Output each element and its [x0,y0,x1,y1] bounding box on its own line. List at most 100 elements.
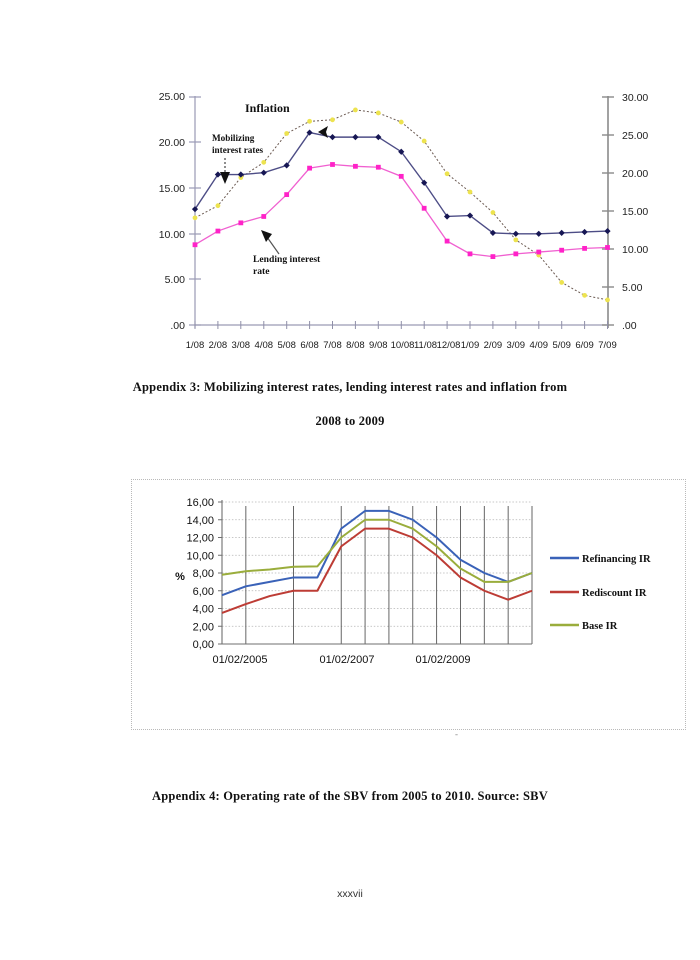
f1-x-tick-label: 12/08 [437,340,461,351]
f1-data-point [329,134,336,141]
f1-data-point [398,119,404,125]
f2-y-tick-label: 16,00 [186,497,214,509]
f1-data-point [353,107,358,113]
f1-right-tick-label: 20.00 [622,168,648,180]
f1-data-point [489,229,497,236]
f1-left-axis-labels: 25.00 20.00 15.00 10.00 5.00 .00 [159,91,185,332]
f1-x-tick-label: 1/09 [461,340,480,351]
f1-data-point [375,110,381,116]
f1-data-point [330,162,335,167]
f1-right-tick-label: 5.00 [622,282,643,294]
f2-legend-label-rediscount[interactable]: Rediscount IR [582,588,647,599]
f1-data-point [467,189,473,195]
f1-data-point [261,214,267,219]
f1-data-point [490,210,496,215]
f1-data-point [398,173,404,179]
f2-legend-label-base[interactable]: Base IR [582,621,618,632]
f2-x-tick-label: 01/02/2005 [212,654,267,666]
f1-right-tick-label: 10.00 [622,244,648,256]
f1-x-tick-label: 9/08 [369,340,388,351]
figure-1-svg: 25.00 20.00 15.00 10.00 5.00 .00 30.00 2… [159,91,649,351]
f1-left-tick-label: .00 [170,320,185,332]
f1-series-mobilizing-interest-rates [191,129,611,237]
figure-1-caption-line-2: 2008 to 2009 [315,414,385,428]
f1-x-tick-label: 6/09 [575,340,594,351]
figure-2-stray-mark: - [455,729,458,739]
f1-annotation-lending-line2: rate [253,266,270,277]
f1-data-point [604,227,611,235]
f1-data-point [582,245,587,251]
figure-1-caption-line-1: Appendix 3: Mobilizing interest rates, l… [132,380,568,394]
f1-x-tick-label: 2/09 [484,340,503,351]
f1-data-point [535,230,542,237]
f1-data-point [513,237,519,243]
f1-x-tick-label: 7/08 [323,340,342,351]
f1-data-point [466,212,474,219]
f1-data-point [261,159,267,165]
f1-x-tick-label: 3/08 [232,340,251,351]
f1-data-point [513,251,519,257]
f1-data-point [307,165,312,171]
f1-data-point [559,247,565,253]
f1-left-tick-label: 20.00 [159,137,185,149]
f2-series-base-ir [221,518,533,583]
f1-data-point [444,238,450,244]
f2-y-tick-label: 6,00 [193,586,214,598]
f2-y-axis-labels: 16,00 14,00 12,00 10,00 8,00 6,00 4,00 2… [186,497,214,651]
f1-x-tick-label: 1/08 [186,340,205,351]
f1-data-point [191,206,199,213]
f1-annotation-inflation: Inflation [245,101,290,115]
f1-data-point [490,254,496,259]
f1-lending-arrow-icon [261,230,280,255]
f1-data-point [353,163,358,169]
f1-data-point [192,215,198,221]
f1-x-ticks [194,321,608,329]
f1-x-tick-label: 5/09 [552,340,571,351]
f1-data-point [215,228,221,234]
figure-1-interest-rates-inflation-chart: 25.00 20.00 15.00 10.00 5.00 .00 30.00 2… [140,80,670,355]
f1-x-tick-label: 11/08 [414,340,437,351]
f2-y-tick-label: 0,00 [193,639,214,651]
f2-y-tick-label: 14,00 [186,515,214,527]
f2-y-tick-label: 8,00 [193,568,214,580]
f1-data-point [605,297,610,303]
f1-data-point [215,203,221,209]
f2-y-tick-label: 2,00 [193,621,214,633]
f1-x-tick-label: 4/08 [255,340,273,351]
f2-x-tick-label: 01/02/2009 [415,654,470,666]
f1-inflation-arrow-icon [318,126,328,138]
f1-data-point [421,138,427,144]
f1-right-tick-label: 25.00 [622,130,648,142]
f2-y-axis-title: % [175,571,185,583]
figure-2-sbv-operating-rate-chart: 16,00 14,00 12,00 10,00 8,00 6,00 4,00 2… [131,479,686,730]
f2-legend-label-refinancing[interactable]: Refinancing IR [582,554,651,565]
f1-data-point [375,164,381,170]
f1-series-lending-interest-rate [192,162,610,259]
f1-data-point [352,134,359,141]
f2-x-tick-label: 01/02/2007 [319,654,374,666]
f2-series-rediscount-ir [221,527,533,614]
f1-data-point [421,205,427,211]
f1-right-axis-labels: 30.00 25.00 20.00 15.00 10.00 5.00 .00 [622,92,648,332]
f1-data-point [581,228,588,236]
f1-mobilizing-arrow-icon [220,158,230,184]
figure-2-svg: 16,00 14,00 12,00 10,00 8,00 6,00 4,00 2… [175,497,651,666]
figure-2-caption: Appendix 4: Operating rate of the SBV fr… [152,789,548,803]
f1-right-tick-label: .00 [622,320,637,332]
f1-x-tick-label: 5/08 [277,340,296,351]
f2-series-refinancing-ir [221,509,533,597]
f1-right-tick-label: 15.00 [622,206,648,218]
f1-data-point [284,131,290,136]
f1-annotation-mobilizing-line1: Mobilizing [212,133,255,143]
f1-x-tick-label: 10/08 [391,340,415,351]
f2-y-ticks [218,501,222,645]
f1-data-point [214,171,222,178]
f2-y-tick-label: 12,00 [186,533,214,545]
f1-data-point [192,242,198,248]
f1-data-point [398,148,405,155]
f2-y-tick-label: 4,00 [193,604,214,616]
f2-gridlines [222,501,532,627]
f1-x-tick-label: 4/09 [530,340,549,351]
f1-data-point [421,179,428,186]
f1-x-tick-label: 7/09 [598,340,617,351]
